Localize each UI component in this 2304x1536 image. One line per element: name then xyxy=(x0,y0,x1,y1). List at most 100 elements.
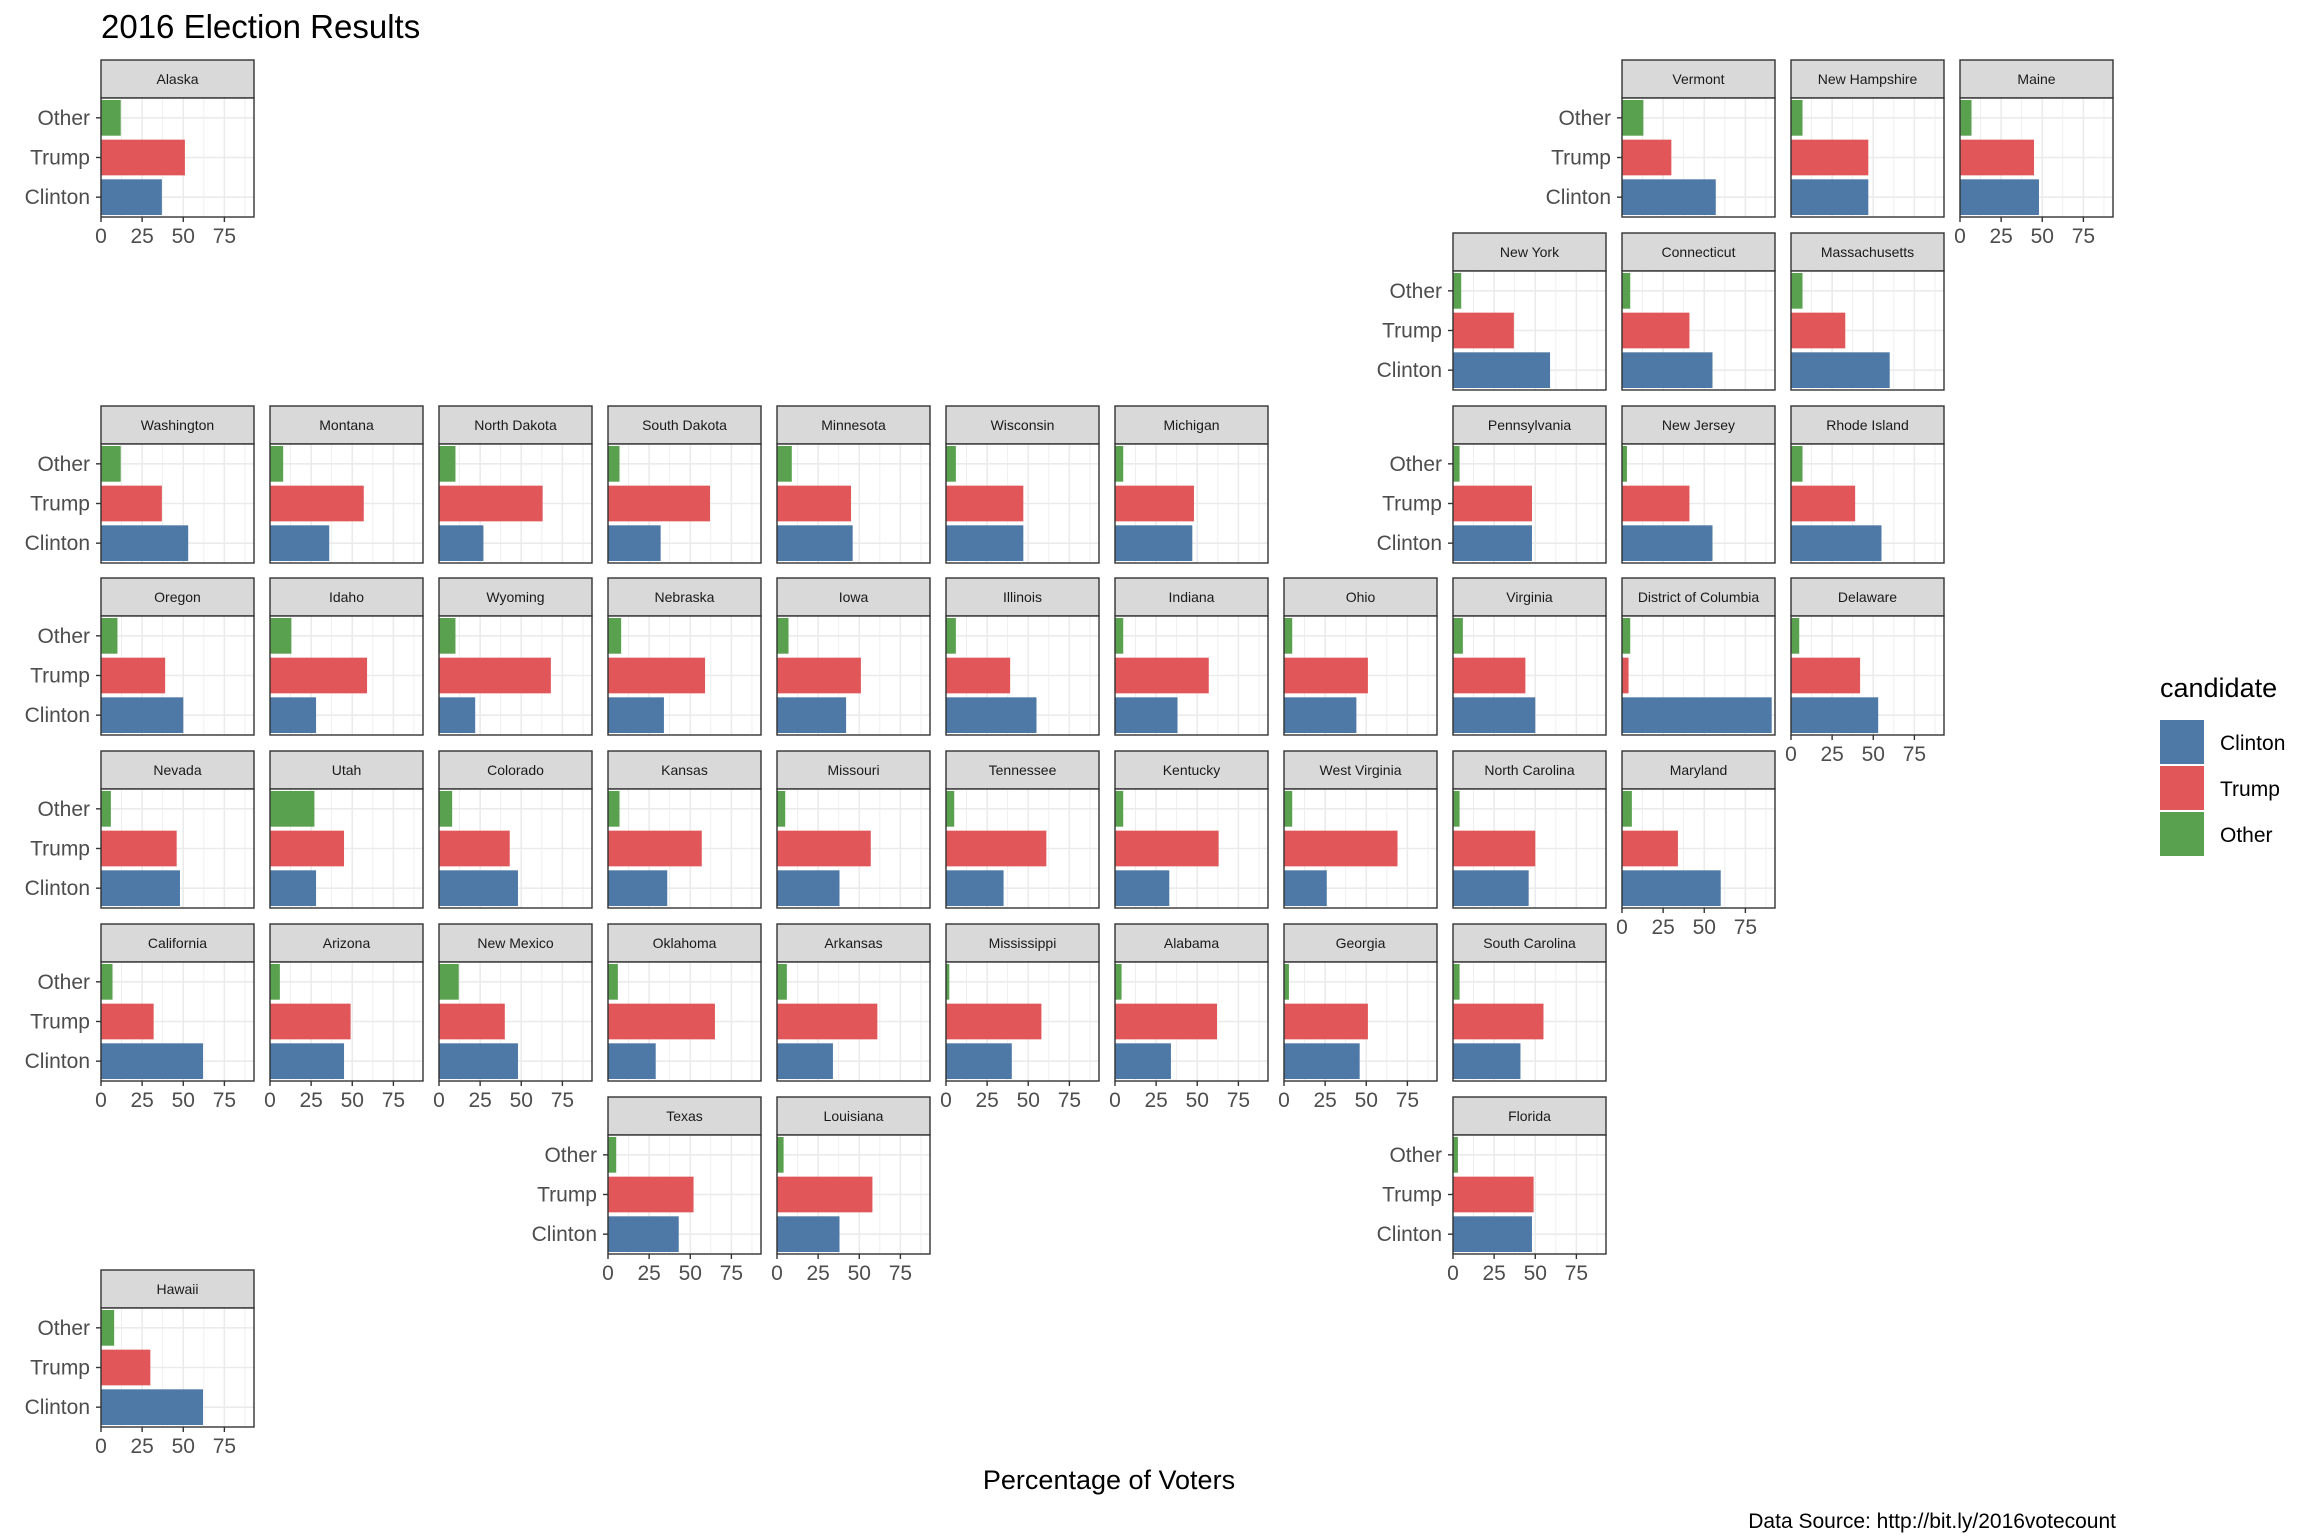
panel-strip-label: North Carolina xyxy=(1484,762,1574,778)
x-tick-label: 75 xyxy=(2072,225,2095,248)
panel-strip-label: Michigan xyxy=(1163,417,1219,433)
panel-strip xyxy=(269,750,424,790)
y-tick-label: Trump xyxy=(1382,493,1442,516)
panel-tennessee: Tennessee xyxy=(945,750,1100,909)
panel-border xyxy=(1283,961,1438,1082)
panel-strip xyxy=(776,577,931,617)
panel-strip xyxy=(1790,232,1945,272)
bar-virginia-trump xyxy=(1453,657,1526,694)
panel-strip-label: Georgia xyxy=(1336,935,1386,951)
panel-strip xyxy=(269,405,424,445)
panel-strip-label: New Hampshire xyxy=(1818,71,1918,87)
bar-michigan-trump xyxy=(1115,485,1194,522)
bar-alaska-other xyxy=(101,99,121,136)
y-tick-label: Clinton xyxy=(25,1050,90,1073)
panel-strip-label: Connecticut xyxy=(1662,244,1736,260)
panel-border xyxy=(607,788,762,909)
panel-arkansas: Arkansas xyxy=(776,923,931,1082)
legend-label-clinton: Clinton xyxy=(2220,732,2285,755)
panel-strip xyxy=(945,923,1100,963)
panel-border xyxy=(1283,788,1438,909)
x-tick-label: 50 xyxy=(172,1435,195,1458)
x-tick-label: 50 xyxy=(341,1089,364,1112)
panel-strip-label: Oklahoma xyxy=(653,935,717,951)
panel-strip xyxy=(1790,405,1945,445)
x-tick-label: 50 xyxy=(1693,916,1716,939)
panel-strip xyxy=(945,577,1100,617)
panel-georgia: Georgia 0 25 50 75 xyxy=(1278,923,1438,1112)
bar-wisconsin-other xyxy=(946,445,956,482)
y-tick-label: Clinton xyxy=(25,186,90,209)
bar-arkansas-clinton xyxy=(777,1043,833,1080)
x-tick-label: 25 xyxy=(1482,1262,1505,1285)
panel-border xyxy=(945,788,1100,909)
panel-new-hampshire: New Hampshire xyxy=(1790,59,1945,218)
panel-strip-label: Iowa xyxy=(839,589,869,605)
panel-strip xyxy=(1959,59,2114,99)
bar-new-hampshire-trump xyxy=(1791,139,1869,176)
bar-washington-trump xyxy=(101,485,162,522)
bar-district-of-columbia-other xyxy=(1622,617,1631,654)
bar-west-virginia-clinton xyxy=(1284,870,1327,907)
panel-strip xyxy=(1283,750,1438,790)
x-tick-label: 75 xyxy=(1227,1089,1250,1112)
panel-border xyxy=(438,615,593,736)
panel-border xyxy=(1114,788,1269,909)
bar-wyoming-trump xyxy=(439,657,551,694)
bar-utah-other xyxy=(270,790,315,827)
bar-delaware-other xyxy=(1791,617,1800,654)
bar-west-virginia-trump xyxy=(1284,830,1398,867)
y-tick-label: Clinton xyxy=(25,877,90,900)
x-tick-label: 75 xyxy=(551,1089,574,1112)
x-tick-label: 25 xyxy=(1651,916,1674,939)
bar-south-carolina-other xyxy=(1453,963,1460,1000)
x-tick-label: 0 xyxy=(1278,1089,1290,1112)
panel-border xyxy=(1114,615,1269,736)
bar-mississippi-other xyxy=(946,963,950,1000)
y-tick-label: Trump xyxy=(30,493,90,516)
bar-colorado-trump xyxy=(439,830,510,867)
panel-strip-label: California xyxy=(148,935,207,951)
x-tick-label: 75 xyxy=(720,1262,743,1285)
panel-border xyxy=(438,443,593,564)
bar-montana-clinton xyxy=(270,525,330,562)
y-tick-label: Trump xyxy=(1382,320,1442,343)
panel-border xyxy=(776,443,931,564)
panel-strip xyxy=(438,405,593,445)
panel-virginia: Virginia xyxy=(1452,577,1607,736)
panel-pennsylvania: Pennsylvania Other Trump Clinton xyxy=(1377,405,1607,564)
x-tick-label: 0 xyxy=(940,1089,952,1112)
panel-strip-label: North Dakota xyxy=(474,417,557,433)
x-tick-label: 25 xyxy=(468,1089,491,1112)
bar-colorado-other xyxy=(439,790,453,827)
bar-west-virginia-other xyxy=(1284,790,1293,827)
panel-strip-label: Minnesota xyxy=(821,417,886,433)
x-tick-label: 50 xyxy=(1017,1089,1040,1112)
bar-montana-other xyxy=(270,445,284,482)
bar-arizona-clinton xyxy=(270,1043,345,1080)
bar-illinois-trump xyxy=(946,657,1011,694)
bar-ohio-clinton xyxy=(1284,697,1357,734)
bar-alabama-other xyxy=(1115,963,1122,1000)
x-tick-label: 25 xyxy=(806,1262,829,1285)
panel-border xyxy=(1621,788,1776,909)
bar-arkansas-other xyxy=(777,963,787,1000)
panel-strip-label: Maine xyxy=(2017,71,2055,87)
panel-strip-label: Mississippi xyxy=(989,935,1057,951)
bar-rhode-island-other xyxy=(1791,445,1803,482)
panel-strip xyxy=(1114,923,1269,963)
bar-arizona-trump xyxy=(270,1003,351,1040)
bar-maryland-trump xyxy=(1622,830,1678,867)
panel-strip-label: District of Columbia xyxy=(1638,589,1760,605)
panel-strip-label: Montana xyxy=(319,417,374,433)
x-tick-label: 25 xyxy=(975,1089,998,1112)
panel-strip xyxy=(1452,232,1607,272)
panel-strip xyxy=(1621,750,1776,790)
bar-montana-trump xyxy=(270,485,364,522)
panel-strip-label: New York xyxy=(1500,244,1560,260)
y-tick-label: Trump xyxy=(1551,147,1611,170)
y-tick-label: Clinton xyxy=(532,1223,597,1246)
x-tick-label: 50 xyxy=(2031,225,2054,248)
